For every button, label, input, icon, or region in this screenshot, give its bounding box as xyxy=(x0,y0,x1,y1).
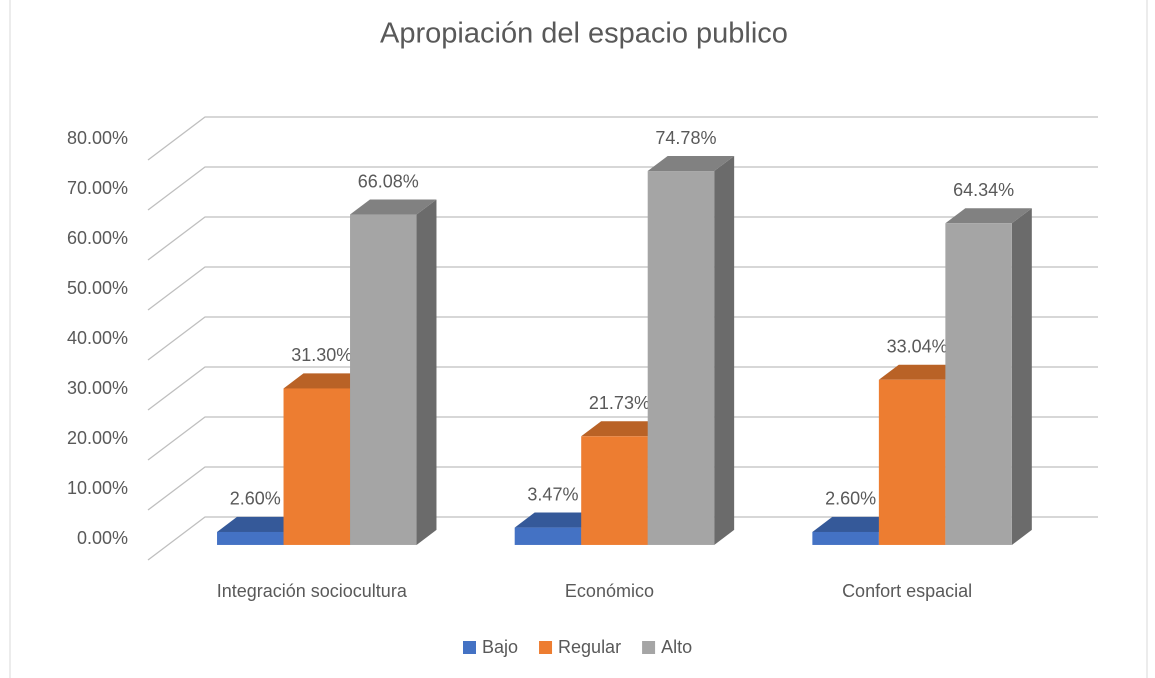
y-tick-label: 0.00% xyxy=(77,528,128,548)
y-tick-label: 80.00% xyxy=(67,128,128,148)
bar-top xyxy=(217,516,304,532)
y-tick-label: 20.00% xyxy=(67,428,128,448)
bar-front xyxy=(945,223,1012,545)
value-label: 31.30% xyxy=(291,345,352,365)
grid-line xyxy=(147,316,1098,361)
grid-line xyxy=(147,416,1098,461)
grid-line xyxy=(147,466,1098,511)
bar-front xyxy=(812,531,879,545)
x-tick-label: Confort espacial xyxy=(842,581,972,601)
x-tick-label: Integración sociocultura xyxy=(217,581,408,601)
bar-front xyxy=(514,527,582,545)
value-label: 21.73% xyxy=(589,393,650,413)
bar-side xyxy=(714,156,735,545)
bar-side xyxy=(1011,208,1032,545)
y-tick-label: 40.00% xyxy=(67,328,128,348)
grid-line xyxy=(147,116,1098,161)
bar-front xyxy=(283,388,351,545)
bar-side xyxy=(416,199,437,545)
y-tick-label: 10.00% xyxy=(67,478,128,498)
value-label: 2.60% xyxy=(825,489,876,509)
value-label: 33.04% xyxy=(887,337,948,357)
bar-top xyxy=(581,421,668,437)
bar xyxy=(945,208,1032,545)
legend-swatch xyxy=(642,641,656,654)
bar-front xyxy=(217,531,284,545)
legend-swatch xyxy=(539,641,553,654)
bar xyxy=(350,199,437,545)
bar xyxy=(647,156,735,545)
y-tick-label: 30.00% xyxy=(67,378,128,398)
bar-front xyxy=(350,214,417,545)
y-tick-label: 60.00% xyxy=(67,228,128,248)
grid-line xyxy=(147,266,1098,311)
chart-title: Apropiación del espacio publico xyxy=(380,18,788,50)
grid-line xyxy=(147,516,1098,561)
grid-line xyxy=(147,366,1098,411)
bar-top xyxy=(812,516,899,532)
value-label: 64.34% xyxy=(953,180,1014,200)
chart-frame xyxy=(9,0,1148,678)
legend-label: Bajo xyxy=(482,637,518,657)
legend-label: Alto xyxy=(661,637,692,657)
grid-line xyxy=(147,216,1098,261)
value-label: 74.78% xyxy=(655,128,716,148)
legend-swatch xyxy=(463,641,476,654)
grid-line xyxy=(147,166,1098,211)
bar-front xyxy=(647,171,715,545)
bar-top xyxy=(647,156,735,172)
bar-top xyxy=(878,364,966,380)
bar-top xyxy=(945,208,1032,224)
value-label: 3.47% xyxy=(527,484,578,504)
bar-top xyxy=(350,199,437,215)
y-tick-label: 50.00% xyxy=(67,278,128,298)
bar-front xyxy=(581,436,648,545)
bar-top xyxy=(514,512,602,528)
bar-front xyxy=(878,379,946,545)
bar-top xyxy=(283,373,370,389)
value-label: 66.08% xyxy=(358,171,419,191)
x-tick-label: Económico xyxy=(565,581,654,601)
value-label: 2.60% xyxy=(230,489,281,509)
legend-label: Regular xyxy=(558,637,621,657)
y-tick-label: 70.00% xyxy=(67,178,128,198)
